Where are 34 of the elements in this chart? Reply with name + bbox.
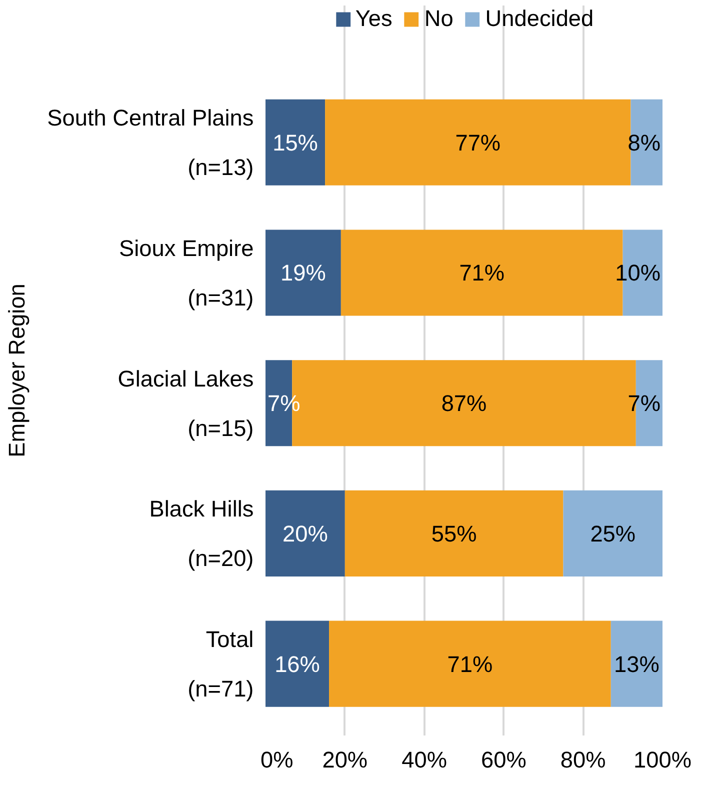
data-label: 87% — [441, 390, 487, 416]
data-label: 19% — [280, 260, 326, 286]
data-label: 55% — [431, 520, 477, 546]
legend-label: No — [424, 5, 454, 32]
y-tick-label: Sioux Empire (n=31) — [118, 235, 254, 310]
bar — [563, 490, 662, 576]
x-tick-label: 100% — [634, 746, 692, 772]
data-label: 20% — [282, 520, 328, 546]
data-label: 25% — [590, 520, 636, 546]
legend-label: Undecided — [485, 5, 594, 32]
bar — [266, 620, 330, 707]
bar — [266, 230, 341, 316]
x-tick-label: 80% — [560, 746, 606, 772]
bar — [344, 490, 564, 576]
y-tick-label: Total (n=71) — [188, 626, 254, 702]
bar — [266, 490, 345, 576]
data-label: 13% — [614, 650, 660, 677]
y-tick-label: Glacial Lakes (n=15) — [118, 365, 254, 441]
y-tick-label: South Central Plains (n=13) — [47, 104, 254, 180]
x-tick-label: 60% — [481, 746, 526, 772]
data-label: 71% — [447, 650, 493, 677]
x-tick-label: 0% — [260, 746, 294, 772]
x-tick-label: 20% — [322, 746, 368, 772]
data-label: 77% — [455, 129, 501, 156]
bar — [329, 620, 611, 707]
data-label: 71% — [459, 260, 505, 286]
legend-label: Yes — [355, 5, 392, 32]
data-label: 15% — [272, 129, 318, 156]
y-tick-label: Black Hills (n=20) — [149, 496, 254, 572]
x-tick-label: 40% — [402, 746, 447, 772]
bar — [610, 620, 662, 707]
data-label: 16% — [274, 650, 320, 677]
y-axis-title: Employer Region — [4, 284, 30, 458]
bar — [266, 99, 326, 186]
